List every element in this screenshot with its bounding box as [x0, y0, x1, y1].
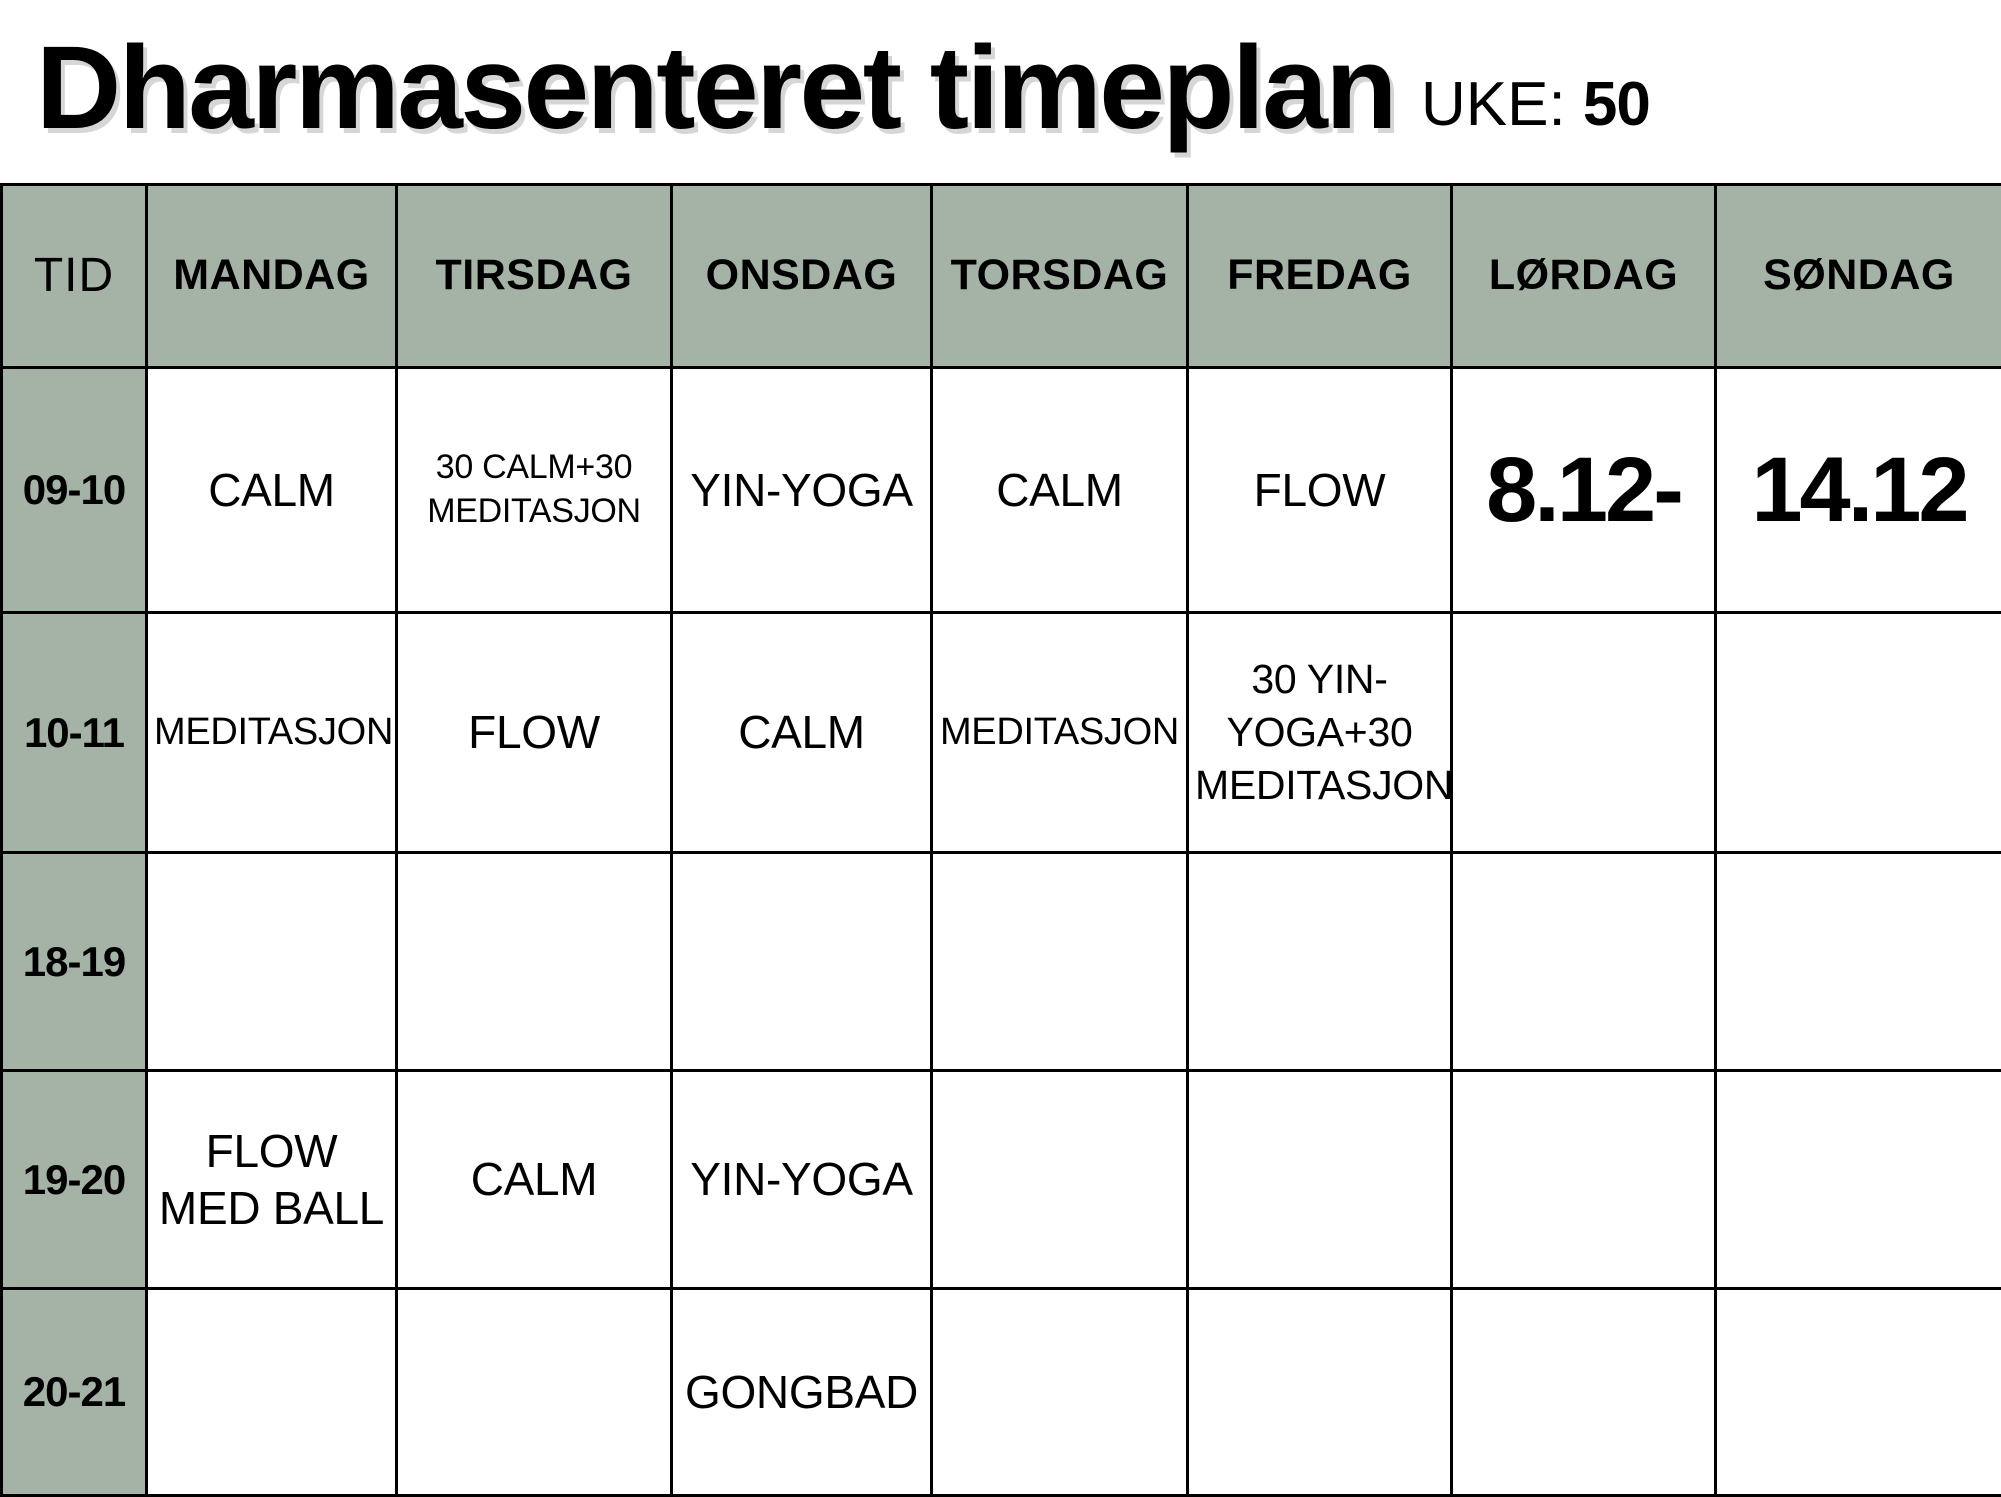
- session-cell[interactable]: YIN-YOGA: [672, 368, 932, 613]
- poster-header: Dharmasenteret timeplan UKE: 50: [0, 0, 2001, 183]
- session-cell[interactable]: [932, 1289, 1188, 1496]
- column-header-tid: TID: [2, 185, 147, 368]
- session-cell[interactable]: [1452, 853, 1716, 1071]
- session-cell[interactable]: FLOW MED BALL: [147, 1071, 397, 1289]
- column-header-torsdag: TORSDAG: [932, 185, 1188, 368]
- session-cell[interactable]: [1716, 613, 2001, 853]
- column-header-fredag: FREDAG: [1188, 185, 1452, 368]
- session-cell[interactable]: MEDITASJON: [932, 613, 1188, 853]
- session-cell[interactable]: [1452, 1071, 1716, 1289]
- session-cell[interactable]: MEDITASJON: [147, 613, 397, 853]
- session-cell[interactable]: CALM: [672, 613, 932, 853]
- session-cell[interactable]: [397, 853, 672, 1071]
- time-slot-label: 19-20: [2, 1071, 147, 1289]
- session-cell[interactable]: [397, 1289, 672, 1496]
- time-slot-label: 18-19: [2, 853, 147, 1071]
- session-cell[interactable]: [1716, 1289, 2001, 1496]
- date-range-end: 14.12: [1716, 368, 2001, 613]
- schedule-poster: Dharmasenteret timeplan UKE: 50 TID MAND…: [0, 0, 2001, 1467]
- time-slot-label: 10-11: [2, 613, 147, 853]
- session-cell[interactable]: [147, 1289, 397, 1496]
- session-cell[interactable]: CALM: [932, 368, 1188, 613]
- session-cell[interactable]: [932, 1071, 1188, 1289]
- table-row: 10-11 MEDITASJON FLOW CALM MEDITASJON 30…: [2, 613, 2001, 853]
- table-header-row: TID MANDAG TIRSDAG ONSDAG TORSDAG FREDAG…: [2, 185, 2001, 368]
- weekly-schedule-table: TID MANDAG TIRSDAG ONSDAG TORSDAG FREDAG…: [0, 183, 2001, 1497]
- session-cell[interactable]: [932, 853, 1188, 1071]
- date-range-start: 8.12-: [1452, 368, 1716, 613]
- week-label: UKE:: [1421, 70, 1566, 139]
- session-cell[interactable]: CALM: [147, 368, 397, 613]
- session-cell[interactable]: [672, 853, 932, 1071]
- session-cell[interactable]: GONGBAD: [672, 1289, 932, 1496]
- table-row: 19-20 FLOW MED BALL CALM YIN-YOGA: [2, 1071, 2001, 1289]
- session-cell[interactable]: CALM: [397, 1071, 672, 1289]
- column-header-tirsdag: TIRSDAG: [397, 185, 672, 368]
- session-cell[interactable]: [1188, 853, 1452, 1071]
- week-indicator: UKE: 50: [1421, 74, 1650, 136]
- session-cell[interactable]: 30 YIN-YOGA+30 MEDITASJON: [1188, 613, 1452, 853]
- session-cell[interactable]: [1188, 1289, 1452, 1496]
- session-cell[interactable]: FLOW: [397, 613, 672, 853]
- column-header-onsdag: ONSDAG: [672, 185, 932, 368]
- session-cell[interactable]: [1452, 1289, 1716, 1496]
- session-cell[interactable]: [1716, 1071, 2001, 1289]
- session-cell[interactable]: YIN-YOGA: [672, 1071, 932, 1289]
- week-number: 50: [1583, 70, 1650, 139]
- session-cell[interactable]: [1188, 1071, 1452, 1289]
- table-row: 20-21 GONGBAD: [2, 1289, 2001, 1496]
- column-header-lordag: LØRDAG: [1452, 185, 1716, 368]
- column-header-sondag: SØNDAG: [1716, 185, 2001, 368]
- table-row: 09-10 CALM 30 CALM+30 MEDITASJON YIN-YOG…: [2, 368, 2001, 613]
- session-cell[interactable]: [147, 853, 397, 1071]
- session-cell[interactable]: [1716, 853, 2001, 1071]
- column-header-mandag: MANDAG: [147, 185, 397, 368]
- session-cell[interactable]: 30 CALM+30 MEDITASJON: [397, 368, 672, 613]
- table-row: 18-19: [2, 853, 2001, 1071]
- page-title: Dharmasenteret timeplan: [36, 29, 1395, 147]
- session-cell[interactable]: [1452, 613, 1716, 853]
- time-slot-label: 20-21: [2, 1289, 147, 1496]
- time-slot-label: 09-10: [2, 368, 147, 613]
- session-cell[interactable]: FLOW: [1188, 368, 1452, 613]
